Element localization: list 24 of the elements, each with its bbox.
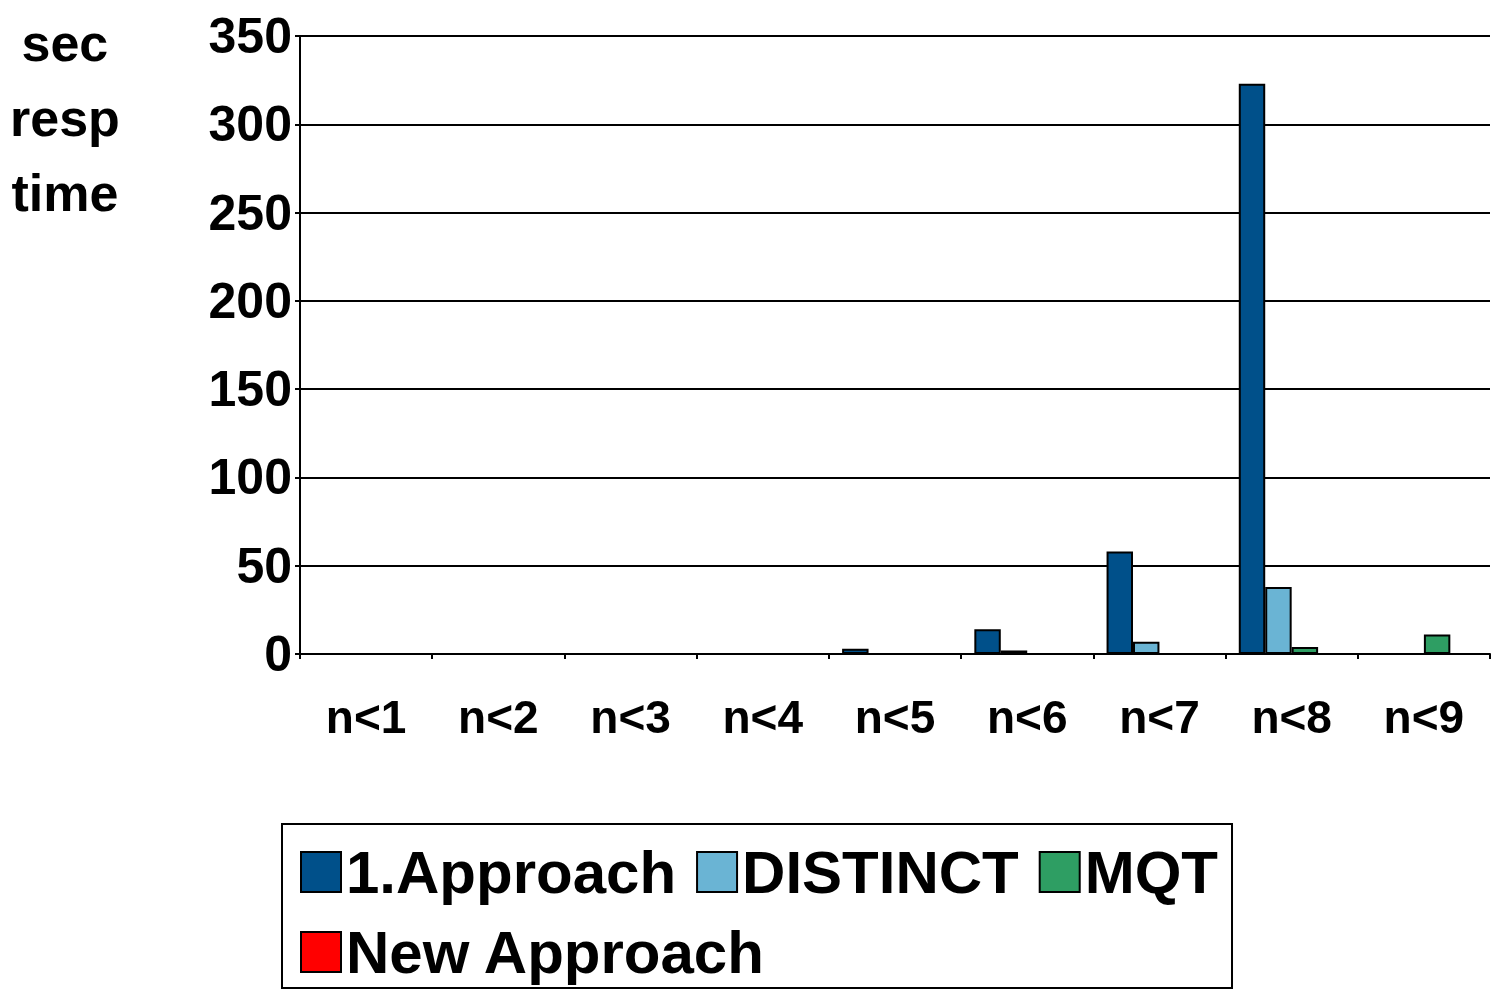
x-tick-label: n<5 bbox=[854, 691, 936, 743]
y-tick-label: 250 bbox=[208, 184, 292, 241]
y-tick-label: 100 bbox=[208, 449, 292, 506]
legend-label: MQT bbox=[1084, 838, 1219, 906]
y-tick-label: 200 bbox=[208, 272, 292, 329]
x-tick-label: n<4 bbox=[722, 691, 804, 743]
x-tick-label: n<6 bbox=[986, 691, 1068, 743]
x-tick-label: n<9 bbox=[1383, 691, 1465, 743]
y-axis-title: sec resp time bbox=[10, 13, 120, 222]
y-tick-label: 50 bbox=[236, 537, 292, 594]
x-tick-label: n<1 bbox=[325, 691, 407, 743]
y-tick-label: 0 bbox=[264, 626, 292, 682]
bar bbox=[842, 648, 869, 654]
y-tick-label: 150 bbox=[208, 361, 292, 418]
x-tick-label: n<8 bbox=[1251, 691, 1332, 743]
legend-label: 1.Approach bbox=[346, 838, 677, 906]
x-tick-label: n<2 bbox=[458, 691, 539, 743]
bar bbox=[1423, 634, 1451, 654]
x-tick-label: n<3 bbox=[590, 691, 671, 743]
y-tick-label: 300 bbox=[208, 96, 292, 153]
y-tick-label: 350 bbox=[208, 8, 292, 64]
legend-label: DISTINCT bbox=[742, 838, 1019, 906]
x-tick-label: n<7 bbox=[1119, 691, 1200, 743]
legend-label: New Approach bbox=[346, 918, 764, 986]
